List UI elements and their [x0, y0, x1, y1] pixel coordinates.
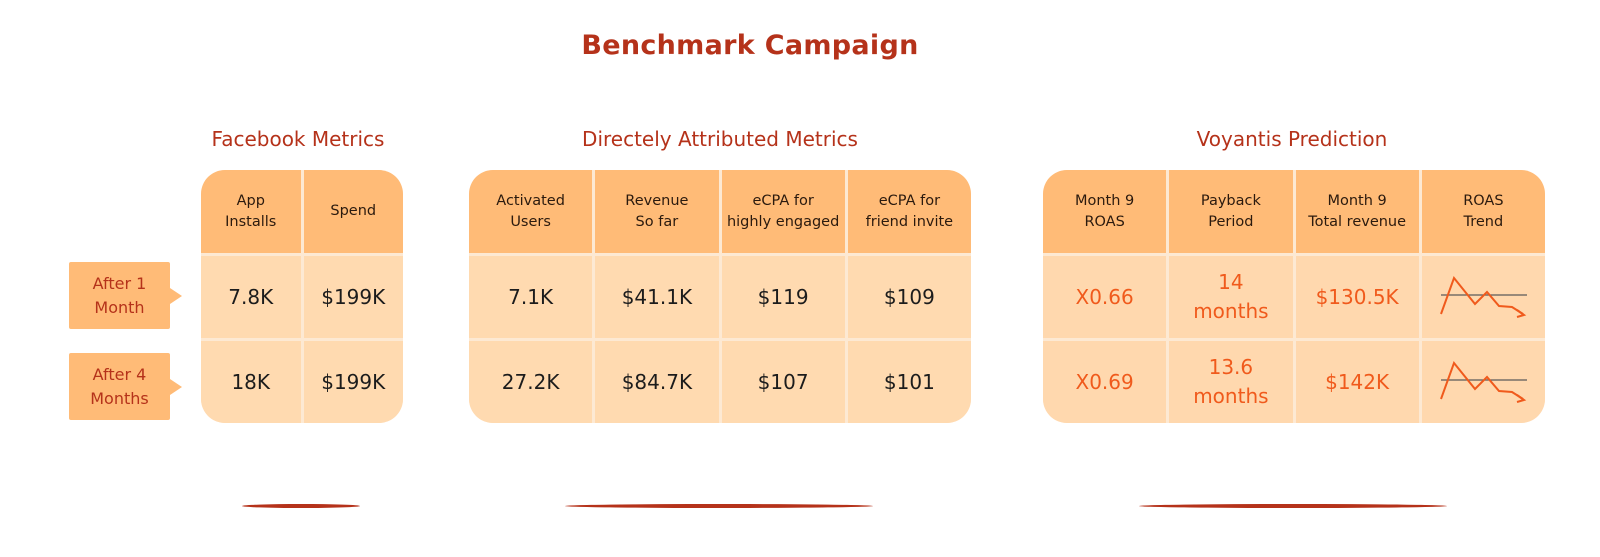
direct-ecpa-invite-month1: $109: [847, 256, 971, 338]
direct-metrics-title: Directely Attributed Metrics: [582, 127, 858, 151]
facebook-metrics-table: App Installs Spend 7.8K $199K 18K $199K: [201, 170, 403, 423]
header-app-installs: App Installs: [201, 170, 301, 253]
header-revenue-so-far: Revenue So far: [595, 170, 719, 253]
direct-revenue-month1: $41.1K: [595, 256, 719, 338]
direct-ecpa-engaged-month1: $119: [721, 256, 845, 338]
header-month9-roas: Month 9 ROAS: [1043, 170, 1167, 253]
direct-revenue-month4: $84.7K: [595, 341, 719, 423]
voyantis-table-shadow: [1139, 504, 1447, 508]
page-title: Benchmark Campaign: [581, 30, 919, 61]
voyantis-prediction-title: Voyantis Prediction: [1196, 127, 1388, 151]
voy-roas-month4: X0.69: [1043, 341, 1167, 423]
fb-installs-month1: 7.8K: [201, 256, 301, 338]
voy-payback-month1: 14 months: [1169, 256, 1293, 338]
voy-payback-month4: 13.6 months: [1169, 341, 1293, 423]
voy-revenue-month1: $130.5K: [1295, 256, 1419, 338]
fb-installs-month4: 18K: [201, 341, 301, 423]
voy-trend-month4: [1421, 341, 1545, 423]
header-activated-users: Activated Users: [469, 170, 593, 253]
direct-metrics-table: Activated Users Revenue So far eCPA for …: [469, 170, 971, 423]
voy-revenue-month4: $142K: [1295, 341, 1419, 423]
direct-table-shadow: [565, 504, 873, 508]
fb-spend-month1: $199K: [303, 256, 403, 338]
facebook-table-shadow: [242, 504, 360, 508]
row-label-after-1-month: After 1 Month: [69, 262, 182, 329]
header-payback-period: Payback Period: [1169, 170, 1293, 253]
voy-roas-month1: X0.66: [1043, 256, 1167, 338]
row-label-after-4-months: After 4 Months: [69, 353, 182, 420]
facebook-metrics-title: Facebook Metrics: [211, 127, 385, 151]
direct-users-month1: 7.1K: [469, 256, 593, 338]
trend-down-sparkline-icon: [1440, 360, 1528, 403]
direct-users-month4: 27.2K: [469, 341, 593, 423]
header-spend: Spend: [303, 170, 403, 253]
header-ecpa-friend-invite: eCPA for friend invite: [847, 170, 971, 253]
header-ecpa-highly-engaged: eCPA for highly engaged: [721, 170, 845, 253]
direct-ecpa-engaged-month4: $107: [721, 341, 845, 423]
voy-trend-month1: [1421, 256, 1545, 338]
voyantis-prediction-table: Month 9 ROAS Payback Period Month 9 Tota…: [1043, 170, 1545, 423]
header-month9-total-revenue: Month 9 Total revenue: [1295, 170, 1419, 253]
header-roas-trend: ROAS Trend: [1421, 170, 1545, 253]
direct-ecpa-invite-month4: $101: [847, 341, 971, 423]
fb-spend-month4: $199K: [303, 341, 403, 423]
trend-down-sparkline-icon: [1440, 275, 1528, 318]
